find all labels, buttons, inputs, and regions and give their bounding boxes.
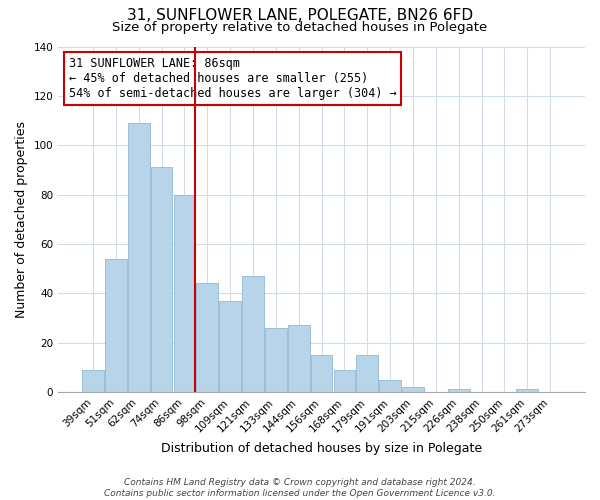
Bar <box>151 168 172 392</box>
Bar <box>196 284 218 392</box>
Bar <box>334 370 355 392</box>
Text: Size of property relative to detached houses in Polegate: Size of property relative to detached ho… <box>112 21 488 34</box>
Bar <box>105 258 127 392</box>
Bar <box>265 328 287 392</box>
Bar <box>242 276 264 392</box>
Bar <box>448 390 470 392</box>
Text: 31, SUNFLOWER LANE, POLEGATE, BN26 6FD: 31, SUNFLOWER LANE, POLEGATE, BN26 6FD <box>127 8 473 22</box>
Bar <box>173 194 195 392</box>
Bar <box>288 326 310 392</box>
Bar <box>517 390 538 392</box>
Bar <box>219 300 241 392</box>
Bar <box>356 355 378 392</box>
Bar <box>311 355 332 392</box>
Bar <box>82 370 104 392</box>
Text: 31 SUNFLOWER LANE: 86sqm
← 45% of detached houses are smaller (255)
54% of semi-: 31 SUNFLOWER LANE: 86sqm ← 45% of detach… <box>69 57 397 100</box>
Text: Contains HM Land Registry data © Crown copyright and database right 2024.
Contai: Contains HM Land Registry data © Crown c… <box>104 478 496 498</box>
Bar <box>379 380 401 392</box>
Bar <box>402 387 424 392</box>
Y-axis label: Number of detached properties: Number of detached properties <box>15 120 28 318</box>
Bar <box>128 123 149 392</box>
X-axis label: Distribution of detached houses by size in Polegate: Distribution of detached houses by size … <box>161 442 482 455</box>
